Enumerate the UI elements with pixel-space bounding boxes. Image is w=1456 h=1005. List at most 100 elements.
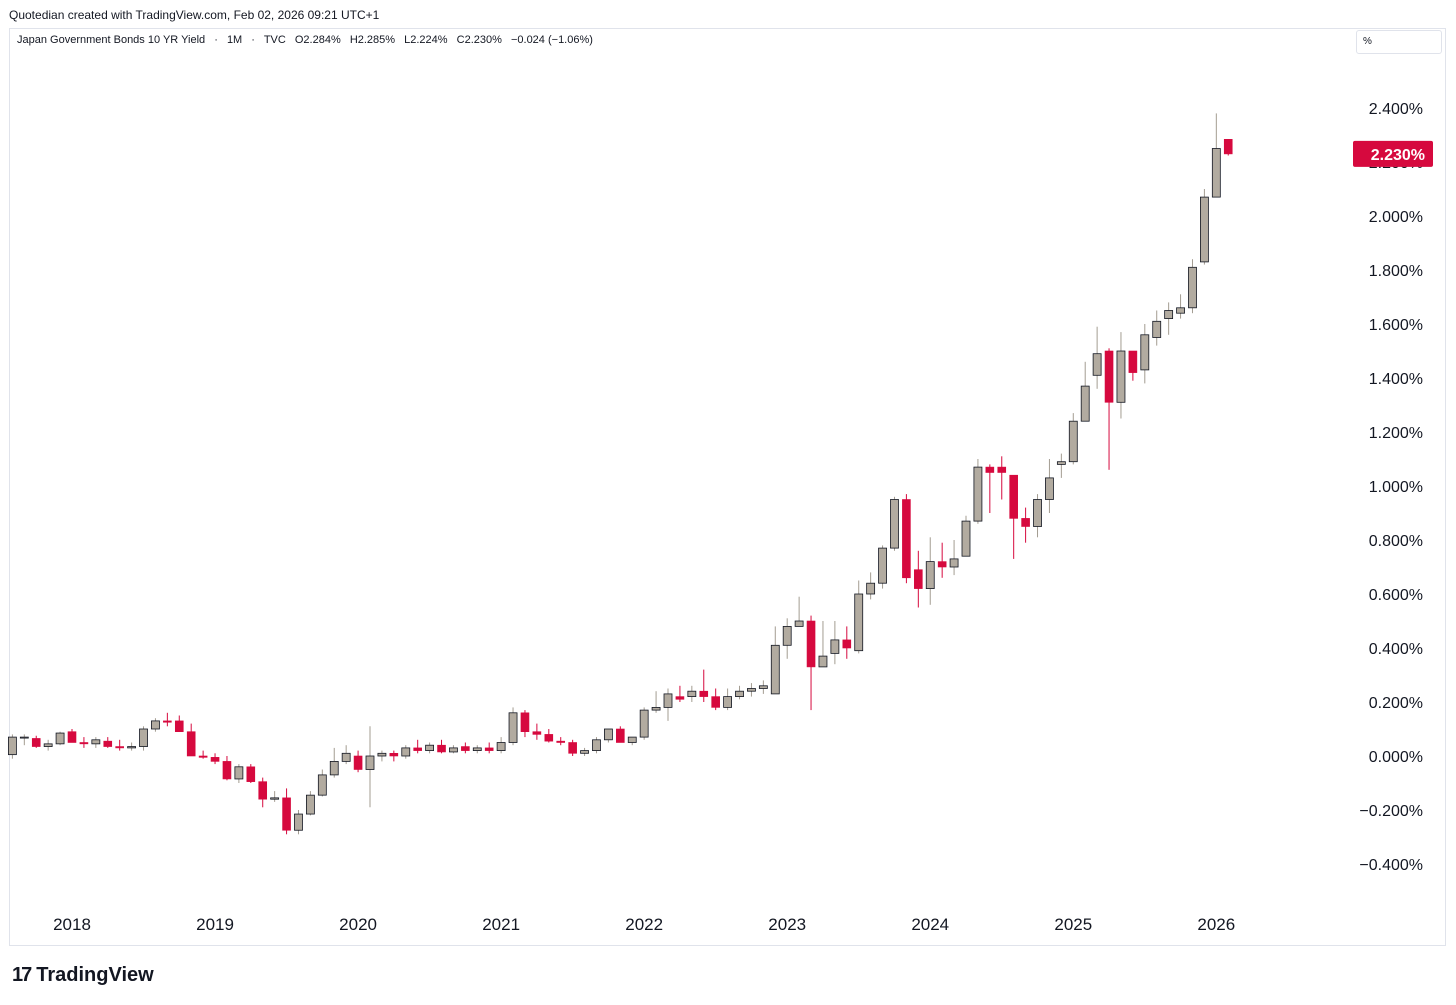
candle-body (1211, 148, 1221, 198)
candle-body (532, 731, 542, 735)
candle-body (401, 747, 411, 757)
candle-body (568, 742, 577, 754)
candle-body (174, 720, 184, 733)
y-tick-label: −0.400% (1359, 857, 1423, 874)
candle (449, 745, 458, 754)
tradingview-logo-icon: 17 (12, 964, 32, 986)
candle (115, 739, 124, 751)
candle (1080, 361, 1090, 422)
candle-body (461, 746, 470, 751)
candle (1223, 139, 1233, 156)
candle (1140, 324, 1150, 384)
candle-body (914, 569, 923, 589)
candle-body (365, 755, 375, 770)
y-tick-label: −0.200% (1359, 803, 1423, 820)
candle-body (842, 639, 852, 649)
candle-body (663, 693, 673, 708)
candle (43, 739, 53, 751)
candle-body (687, 690, 697, 698)
candle (580, 747, 589, 756)
x-tick-label: 2023 (768, 915, 806, 934)
legend-change: −0.024 (−1.06%) (510, 34, 593, 46)
candle (1164, 302, 1174, 335)
candle-body (353, 755, 363, 770)
candle-body (127, 746, 136, 749)
y-tick-label: 0.200% (1369, 695, 1423, 712)
legend-low: L2.224% (404, 34, 448, 46)
candle (925, 537, 935, 605)
x-tick-label: 2024 (911, 915, 949, 934)
candle (1104, 348, 1114, 470)
candle-body (115, 746, 124, 749)
chart-caption: Quotedian created with TradingView.com, … (9, 8, 380, 22)
candle-body (246, 766, 256, 782)
legend-source: TVC (263, 34, 286, 46)
candle-body (830, 639, 840, 654)
tradingview-wordmark: TradingView (36, 964, 154, 986)
candle-body (1092, 353, 1102, 376)
candle (484, 742, 494, 754)
candle-body (1116, 350, 1126, 403)
candle-body (770, 644, 780, 695)
candle-body (1021, 518, 1030, 527)
candle (1152, 310, 1162, 346)
candle (1068, 413, 1078, 465)
candle-body (31, 738, 41, 747)
x-tick-label: 2021 (482, 915, 520, 934)
candle-body (925, 561, 935, 589)
legend-high: H2.285% (349, 34, 396, 46)
candle-body (639, 709, 649, 738)
candle-body (1176, 307, 1185, 314)
candle (258, 777, 268, 808)
candle (699, 669, 709, 702)
candle (127, 742, 136, 751)
chart-legend: Japan Government Bonds 10 YR Yield · 1M … (17, 34, 599, 46)
candle (222, 756, 232, 781)
candle-body (1128, 350, 1138, 373)
last-price-badge (1353, 140, 1433, 167)
candle (437, 739, 446, 754)
candle (1116, 332, 1126, 419)
y-tick-label: 0.000% (1369, 749, 1423, 766)
candle (568, 739, 577, 756)
y-tick-label: 2.400% (1369, 101, 1423, 118)
candle (174, 715, 184, 733)
candle (985, 464, 995, 513)
candle (997, 456, 1007, 500)
candle-body (580, 750, 589, 754)
candle-body (1140, 334, 1150, 371)
x-tick-label: 2019 (196, 915, 234, 934)
candle-body (186, 731, 196, 757)
candle (67, 729, 77, 743)
candle (937, 542, 947, 578)
candle (91, 737, 101, 748)
candle (973, 459, 983, 524)
y-tick-label: 0.400% (1369, 641, 1423, 658)
candle (520, 710, 530, 738)
candle (1056, 453, 1066, 478)
legend-open: O2.284% (294, 34, 341, 46)
candle-body (1009, 474, 1018, 519)
candle (7, 734, 17, 759)
candle (401, 745, 411, 759)
unit-selector[interactable]: % (1356, 30, 1442, 54)
candle-body (151, 720, 160, 730)
candle-body (1056, 461, 1066, 465)
candle-body (1033, 499, 1042, 527)
y-tick-label: 1.200% (1369, 425, 1423, 442)
candle (246, 764, 256, 783)
candle-body (866, 582, 876, 595)
candle (234, 764, 244, 783)
candle-body (1188, 266, 1197, 309)
candle-body (305, 794, 315, 815)
candle (556, 737, 566, 746)
candle-body (735, 690, 744, 698)
candle-body (377, 752, 387, 757)
candle (604, 728, 613, 743)
candle-body (1200, 196, 1209, 263)
candle (198, 750, 208, 759)
candle (949, 540, 959, 576)
candle-body (806, 620, 816, 668)
candle-body (67, 731, 77, 743)
